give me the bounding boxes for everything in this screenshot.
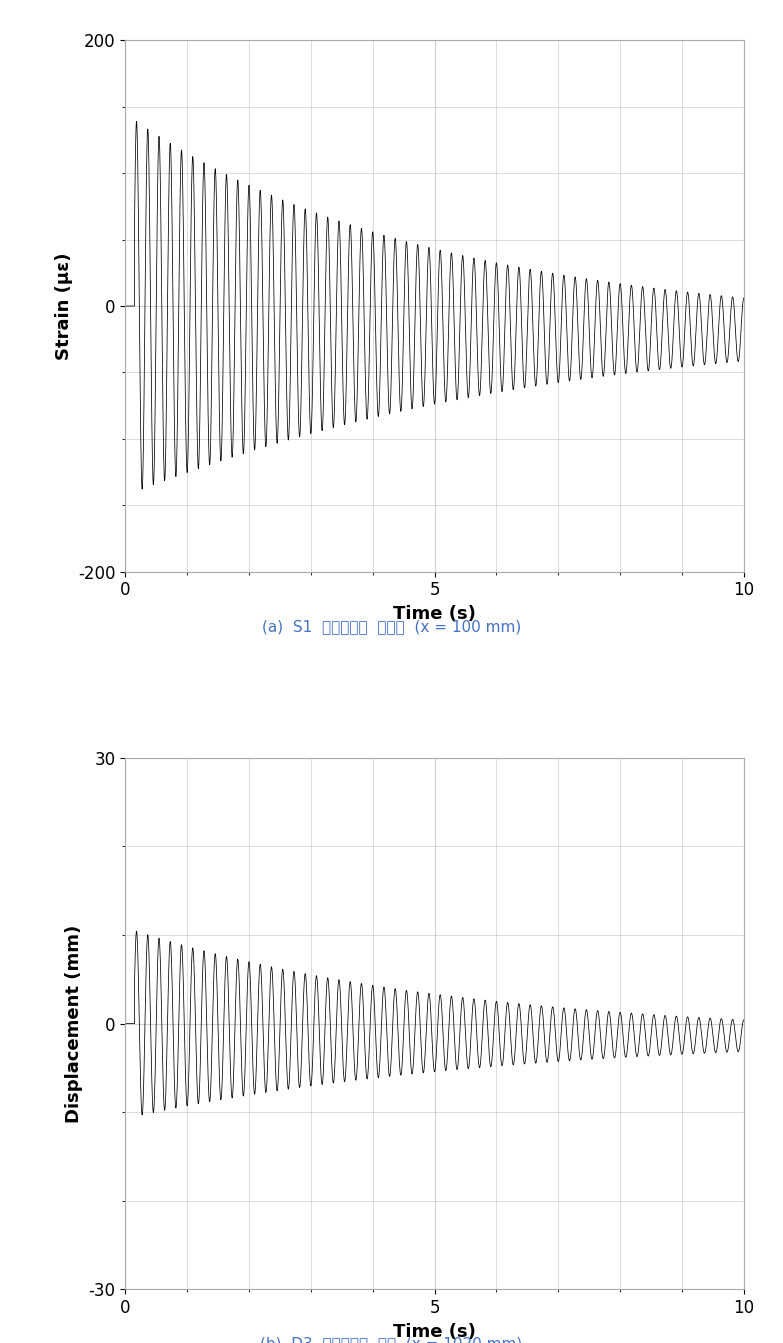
Text: (a)  S1  지점에서의  변형률  (x = 100 mm): (a) S1 지점에서의 변형률 (x = 100 mm) [262,619,521,634]
Y-axis label: Displacement (mm): Displacement (mm) [65,924,83,1123]
Y-axis label: Strain (με): Strain (με) [55,252,73,360]
Text: (b)  D3  지점에서의  변위  (x = 1020 mm): (b) D3 지점에서의 변위 (x = 1020 mm) [261,1336,522,1343]
X-axis label: Time (s): Time (s) [393,1323,476,1340]
X-axis label: Time (s): Time (s) [393,606,476,623]
